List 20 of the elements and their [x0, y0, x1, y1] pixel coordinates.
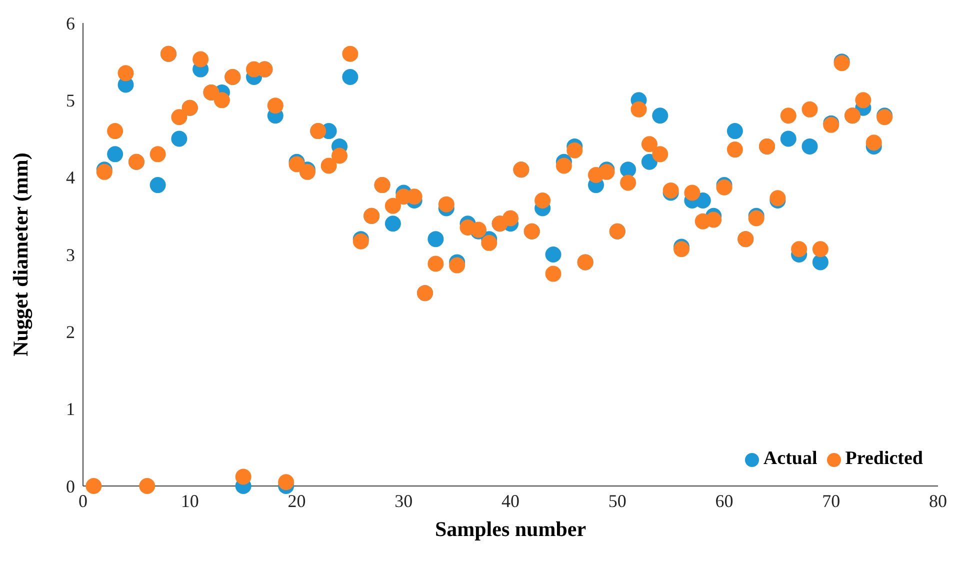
x-tick-label: 50: [608, 490, 626, 511]
x-tick-label: 40: [502, 490, 520, 511]
x-tick-label: 0: [78, 490, 88, 511]
y-tick-label: 6: [66, 13, 75, 34]
x-tick-label: 30: [394, 490, 413, 511]
y-axis-title: Nugget diameter (mm): [8, 152, 32, 356]
legend-label: Predicted: [845, 448, 923, 469]
y-tick-label: 5: [66, 90, 75, 111]
y-tick-label: 2: [66, 322, 75, 342]
legend-label: Actual: [763, 448, 818, 469]
y-tick-label: 0: [66, 476, 75, 496]
x-tick-label: 70: [822, 490, 840, 511]
x-tick-label: 80: [929, 490, 947, 511]
y-tick-label: 3: [66, 244, 75, 265]
y-tick-label: 1: [66, 399, 75, 420]
x-tick-label: 10: [180, 490, 199, 511]
y-tick-label: 4: [66, 168, 75, 188]
x-axis-title: Samples number: [434, 517, 586, 541]
x-tick-label: 60: [715, 490, 734, 511]
x-tick-label: 20: [288, 490, 306, 511]
